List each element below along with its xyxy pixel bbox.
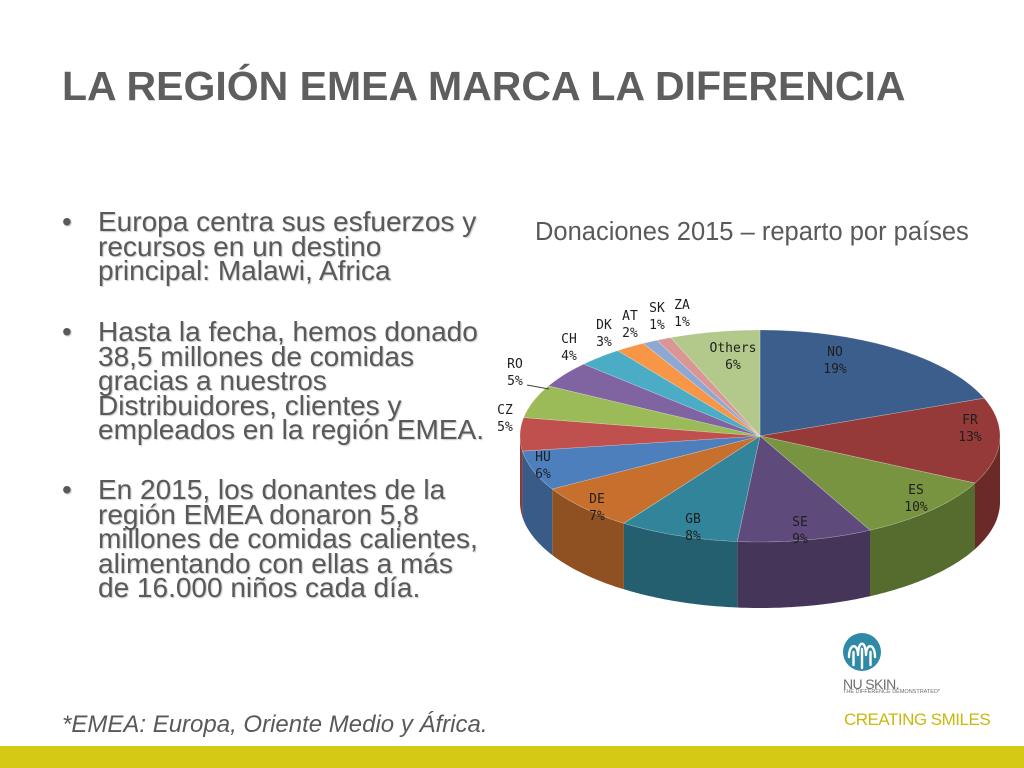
bullet-text-line: región EMEA donaron 5,8 — [98, 498, 419, 530]
accent-bar — [0, 746, 1024, 768]
logo-wordmark: NU SKIN. — [843, 676, 899, 692]
pie-data-labels: NO 19% FR 13% ES 10% SE 9% GB 8% DE 7% HU 6% CZ 5% RO 5% C… — [497, 298, 982, 547]
pie-slice-others — [670, 329, 761, 437]
pie-slice-at — [617, 343, 761, 437]
bullet-text-line: En 2015, los donantes de la — [98, 474, 446, 505]
pie-label-se: SE — [792, 515, 808, 530]
pie-value-hu: 6% — [535, 467, 551, 482]
bullet-text-line: 38,5 millones de comidas — [98, 340, 414, 372]
bullet-text-line: alimentando con ellas a más — [98, 547, 453, 579]
bullet-marker: • — [62, 316, 72, 347]
pie-value-sk: 1% — [649, 318, 665, 333]
pie-value-cz: 5% — [497, 420, 513, 435]
pie-label-at: AT — [622, 309, 638, 324]
pie-label-ch: CH — [561, 332, 577, 347]
pie-side-gb — [623, 523, 738, 608]
pie-slice-se — [736, 435, 871, 543]
chart-title: Donaciones 2015 – reparto por países — [535, 218, 969, 246]
bullet-marker: • — [62, 474, 72, 505]
pie-label-za: ZA — [674, 298, 690, 313]
pie-chart: NO 19% FR 13% ES 10% SE 9% GB 8% DE 7% HU 6% CZ 5% RO 5% C… — [497, 298, 1001, 608]
pie-slice-dk — [583, 350, 761, 437]
bullet-item-2: • Hasta la fecha, hemos donado 38,5 mill… — [62, 316, 502, 445]
pie-label-de: DE — [589, 492, 605, 507]
bullet-text-line: de 16.000 niños cada día. — [98, 572, 421, 603]
pie-value-fr: 13% — [958, 430, 982, 445]
pie-label-cz: CZ — [497, 403, 513, 418]
pie-leader-line-ro — [526, 384, 550, 390]
pie-side-hu — [522, 451, 553, 555]
pie-value-at: 2% — [622, 326, 638, 341]
pie-slice-hu — [522, 435, 761, 490]
pie-value-za: 1% — [674, 315, 690, 330]
slide-title: LA REGIÓN EMEA MARCA LA DIFERENCIA — [62, 63, 906, 109]
bullet-text: Europa centra sus esfuerzos y recursos e… — [98, 206, 502, 286]
pie-value-no: 19% — [823, 362, 847, 377]
pie-label-no: NO — [827, 345, 843, 360]
pie-side-se — [737, 530, 870, 608]
bullet-text-line: Hasta la fecha, hemos donado — [98, 316, 478, 347]
pie-side-cz — [520, 436, 523, 518]
pie-label-gb: GB — [685, 512, 701, 527]
pie-slice-gb — [623, 435, 761, 542]
pie-value-ch: 4% — [561, 349, 577, 364]
pie-label-fr: FR — [962, 413, 978, 428]
bullet-text-line: Europa centra sus esfuerzos y — [98, 206, 477, 237]
pie-slice-cz — [519, 417, 761, 452]
pie-label-dk: DK — [596, 318, 612, 333]
bullet-marker: • — [62, 206, 72, 237]
pie-slice-es — [759, 435, 976, 531]
pie-slice-de — [551, 435, 761, 524]
pie-side-de — [552, 489, 624, 590]
pie-slices — [519, 329, 1001, 543]
bullet-text: En 2015, los donantes de la región EMEA … — [98, 474, 502, 603]
pie-value-ro: 5% — [507, 374, 523, 389]
pie-slice-no — [759, 329, 985, 437]
pie-value-others: 6% — [725, 358, 741, 373]
pie-label-hu: HU — [535, 450, 551, 465]
pie-value-dk: 3% — [596, 335, 612, 350]
bullet-text-line: gracias a nuestros — [98, 365, 327, 396]
bullet-item-3: • En 2015, los donantes de la región EME… — [62, 474, 502, 603]
pie-label-es: ES — [908, 483, 924, 498]
pie-label-sk: SK — [649, 301, 665, 316]
pie-slice-fr — [759, 397, 1001, 484]
bullet-text-line: principal: Malawi, Africa — [98, 255, 391, 286]
pie-side-walls — [520, 436, 1000, 608]
footnote: *EMEA: Europa, Oriente Medio y África. — [62, 711, 488, 738]
bullet-text-line: recursos en un destino — [98, 230, 382, 262]
pie-value-de: 7% — [589, 509, 605, 524]
pie-value-es: 10% — [904, 500, 928, 515]
pie-value-se: 9% — [792, 532, 808, 547]
nu-skin-logo-icon — [843, 633, 881, 671]
bullet-text-line: millones de comidas calientes, — [98, 523, 478, 554]
pie-value-gb: 8% — [685, 529, 701, 544]
bullet-item-1: • Europa centra sus esfuerzos y recursos… — [62, 206, 502, 286]
pie-side-es — [870, 483, 975, 597]
bullet-text: Hasta la fecha, hemos donado 38,5 millon… — [98, 316, 502, 445]
pie-side-fr — [975, 436, 1000, 550]
pie-label-ro: RO — [507, 357, 523, 372]
bullet-text-line: empleados en la región EMEA. — [98, 414, 484, 445]
logo-tagline: THE DIFFERENCE DEMONSTRATED* — [843, 689, 941, 695]
slogan: CREATING SMILES — [844, 710, 991, 729]
pie-label-others: Others — [710, 341, 757, 356]
pie-slice-ch — [548, 363, 761, 437]
bullet-text-line: Distribuidores, clientes y — [98, 389, 402, 421]
